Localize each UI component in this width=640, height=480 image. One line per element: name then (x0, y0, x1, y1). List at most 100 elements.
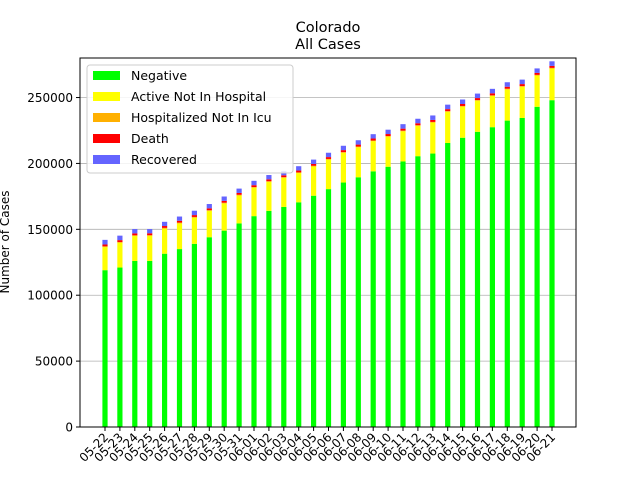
y-tick-label: 100000 (27, 289, 73, 303)
bar-segment (132, 260, 138, 427)
bar-segment (221, 203, 227, 231)
bar-segment (385, 136, 391, 137)
bar-segment (147, 233, 153, 236)
bar-segment (400, 124, 406, 129)
legend-label: Active Not In Hospital (131, 89, 266, 104)
bar-segment (311, 165, 317, 167)
bar-segment (281, 206, 287, 427)
bar-segment (370, 171, 376, 427)
bar-segment (221, 200, 227, 203)
y-tick-label: 50000 (35, 355, 73, 369)
bar-segment (340, 145, 346, 151)
bar-segment (460, 99, 466, 104)
bar-segment (162, 228, 168, 254)
bar-segment (191, 217, 197, 244)
bar-segment (385, 129, 391, 135)
bar-segment (162, 253, 168, 427)
bar-segment (489, 93, 495, 96)
bar-segment (325, 158, 332, 160)
bar-segment (489, 95, 495, 128)
legend-swatch (93, 71, 120, 80)
y-tick-label: 200000 (27, 157, 73, 171)
bar-segment (519, 117, 525, 428)
bar-segment (549, 67, 555, 69)
legend-swatch (93, 134, 120, 143)
bar-segment (311, 166, 317, 196)
bar-segment (266, 181, 272, 182)
bar-segment (251, 180, 257, 186)
bar-segment (281, 177, 287, 207)
bar-segment (206, 210, 212, 211)
legend-swatch (93, 155, 120, 164)
bar-segment (400, 161, 406, 427)
bar-segment (415, 125, 421, 157)
bar-segment (370, 141, 376, 172)
legend-label: Recovered (131, 152, 197, 167)
legend-label: Hospitalized Not In Icu (131, 110, 272, 125)
bar-segment (162, 227, 168, 229)
bar-segment (236, 223, 242, 427)
bar-segment (296, 170, 302, 173)
bar-segment (534, 68, 540, 73)
bar-segment (460, 103, 466, 106)
bar-segment (102, 239, 108, 245)
legend-box (86, 64, 294, 174)
bar-segment (549, 65, 555, 68)
bar-segment (355, 177, 361, 427)
bar-segment (147, 235, 153, 261)
bar-segment (460, 105, 466, 107)
bar-segment (549, 100, 555, 428)
bar-segment (400, 130, 406, 132)
y-axis-label: Number of Cases (0, 190, 12, 293)
bar-segment (355, 147, 361, 178)
bar-segment (102, 270, 108, 427)
bar-segment (519, 79, 525, 85)
bar-segment (460, 137, 466, 428)
legend: Negative Active Not In Hospital Hospitaliz… (86, 64, 294, 174)
bar-segment (430, 119, 436, 122)
bar-segment (311, 195, 317, 427)
bar-segment (191, 215, 197, 217)
bar-segment (355, 146, 361, 148)
bar-segment (489, 88, 495, 94)
bar-segment (430, 153, 436, 427)
bar-segment (251, 185, 257, 188)
bar-segment (251, 187, 257, 217)
bar-segment (325, 157, 332, 159)
y-tick-label: 150000 (27, 223, 73, 237)
bar-segment (176, 216, 183, 221)
bar-segment (296, 202, 302, 427)
bar-segment (132, 229, 138, 234)
bar-segment (474, 100, 481, 101)
bar-stacks (102, 61, 555, 428)
bar-segment (519, 86, 525, 87)
bar-segment (519, 84, 525, 87)
bar-segment (311, 163, 317, 166)
bar-segment (489, 95, 495, 96)
bar-segment (132, 236, 138, 261)
bar-segment (296, 172, 302, 174)
bar-segment (534, 75, 540, 107)
chart-title: Colorado (296, 20, 361, 36)
bar-segment (147, 235, 153, 236)
bar-segment (132, 235, 138, 237)
bar-segment (430, 122, 436, 154)
bar-segment (445, 111, 451, 144)
bar-segment (102, 244, 108, 247)
bar-segment (251, 216, 257, 427)
bar-segment (445, 143, 451, 428)
bar-segment (236, 195, 242, 224)
bar-segment (117, 235, 123, 241)
bar-segment (176, 249, 183, 427)
bar-segment (534, 74, 540, 76)
bar-segment (221, 202, 227, 204)
bar-segment (474, 131, 481, 428)
bar-segment (117, 241, 123, 243)
bar-segment (296, 173, 302, 203)
bar-segment (534, 72, 540, 75)
bar-segment (117, 267, 123, 427)
bar-segment (519, 86, 525, 118)
bar-segment (191, 243, 197, 427)
bar-segment (504, 82, 510, 87)
